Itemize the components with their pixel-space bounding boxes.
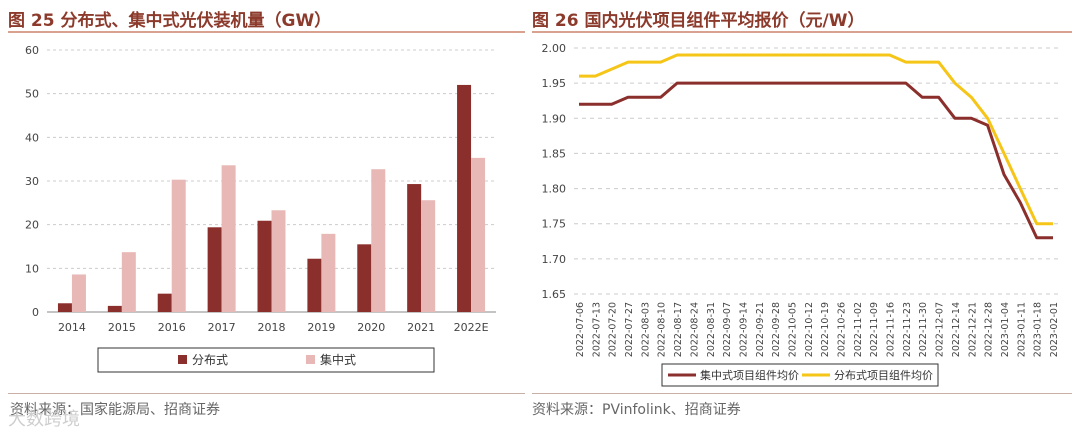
y-tick-label: 60 xyxy=(25,44,39,57)
y-tick-label: 30 xyxy=(25,175,39,188)
bar-centralized xyxy=(221,165,236,312)
x-tick-label: 2020 xyxy=(357,321,385,334)
bar-distributed xyxy=(357,244,372,312)
x-tick-label: 2022-09-21 xyxy=(755,302,766,357)
x-tick-label: 2022-08-31 xyxy=(706,302,717,357)
y-tick-label: 40 xyxy=(25,131,39,144)
x-tick-label: 2022-11-02 xyxy=(853,302,864,357)
watermark: 大数跨境 xyxy=(8,409,80,430)
x-tick-label: 2022-10-26 xyxy=(837,302,848,357)
legend-label-centralized: 集中式 xyxy=(320,352,356,367)
line-distributed-price xyxy=(579,53,1053,226)
x-tick-label: 2014 xyxy=(58,321,86,334)
bar-centralized xyxy=(421,200,436,312)
right-source-rule xyxy=(532,393,1072,394)
y-tick-label: 1.70 xyxy=(542,253,567,266)
legend-swatch-centralized xyxy=(306,355,315,364)
x-tick-label: 2023-02-01 xyxy=(1049,302,1060,357)
bar-distributed xyxy=(407,184,422,312)
right-title-rule xyxy=(532,31,1072,33)
y-tick-label: 1.80 xyxy=(542,183,567,196)
left-chart-title: 图 25 分布式、集中式光伏装机量（GW） xyxy=(8,11,332,31)
x-tick-label: 2022-10-05 xyxy=(787,302,798,357)
bar-distributed xyxy=(57,303,72,312)
x-tick-label: 2022-08-17 xyxy=(673,302,684,357)
x-tick-label: 2022-07-06 xyxy=(575,302,586,357)
x-tick-label: 2023-01-11 xyxy=(1016,302,1027,357)
left-title-rule xyxy=(8,31,525,33)
bar-centralized xyxy=(121,252,136,312)
legend-swatch-distributed xyxy=(178,355,187,364)
installed-capacity-bar-chart: 0 10 20 30 40 50 60 2014 2015 2016 2017 2018 2019 202… xyxy=(25,44,496,373)
bar-centralized xyxy=(171,179,186,312)
bar-centralized xyxy=(371,169,386,312)
x-tick-label: 2022-11-23 xyxy=(902,302,913,357)
bar-centralized xyxy=(71,274,86,312)
x-tick-label: 2022-07-20 xyxy=(608,302,619,357)
x-tick-label: 2022-07-13 xyxy=(591,302,602,357)
x-tick-label: 2018 xyxy=(258,321,286,334)
left-source-rule xyxy=(8,393,525,394)
x-tick-label: 2019 xyxy=(307,321,335,334)
x-tick-label: 2022-11-16 xyxy=(886,302,897,357)
bar-distributed xyxy=(207,227,222,312)
bar-distributed xyxy=(107,305,122,312)
legend-box xyxy=(97,347,435,373)
x-tick-label: 2022-11-09 xyxy=(869,302,880,357)
y-tick-label: 1.95 xyxy=(542,77,567,90)
x-tick-label: 2022-08-24 xyxy=(689,302,700,357)
bar-distributed xyxy=(157,293,172,312)
x-tick-label: 2022-08-10 xyxy=(657,302,668,357)
legend-box xyxy=(661,363,939,387)
bar-centralized xyxy=(471,157,486,312)
x-tick-label: 2022-12-21 xyxy=(967,302,978,357)
y-tick-label: 1.65 xyxy=(542,288,567,301)
x-tick-label: 2015 xyxy=(108,321,136,334)
y-tick-label: 1.90 xyxy=(542,112,567,125)
y-tick-label: 20 xyxy=(25,219,39,232)
x-tick-label: 2022-12-28 xyxy=(984,302,995,357)
right-chart-title: 图 26 国内光伏项目组件平均报价（元/W） xyxy=(532,11,865,31)
x-tick-label: 2022-09-07 xyxy=(722,302,733,357)
module-price-line-chart: 1.65 1.70 1.75 1.80 1.85 1.90 1.95 2.00 2022-07-… xyxy=(542,42,1060,387)
y-tick-label: 1.75 xyxy=(542,218,567,231)
x-tick-label: 2022-10-12 xyxy=(804,302,815,357)
y-tick-label: 2.00 xyxy=(542,42,567,55)
bar-distributed xyxy=(307,258,322,312)
x-tick-label: 2021 xyxy=(407,321,435,334)
x-tick-label: 2022-10-19 xyxy=(820,302,831,357)
left-source-note: 资料来源：国家能源局、招商证券 xyxy=(10,402,220,418)
x-tick-label: 2022-11-30 xyxy=(918,302,929,357)
x-tick-label: 2022-07-27 xyxy=(624,302,635,357)
right-source-note: 资料来源：PVinfolink、招商证券 xyxy=(532,402,741,418)
legend-label-distributed: 分布式项目组件均价 xyxy=(834,368,933,382)
y-tick-label: 10 xyxy=(25,262,39,275)
x-tick-label: 2022-09-28 xyxy=(771,302,782,357)
x-tick-label: 2022-12-07 xyxy=(935,302,946,357)
bar-centralized xyxy=(321,233,336,312)
y-tick-label: 50 xyxy=(25,88,39,101)
x-tick-label: 2022-08-03 xyxy=(640,302,651,357)
x-tick-label: 2022E xyxy=(454,321,489,334)
x-tick-label: 2017 xyxy=(208,321,236,334)
y-tick-label: 1.85 xyxy=(542,147,567,160)
line-centralized-price xyxy=(579,81,1053,240)
x-tick-label: 2023-01-04 xyxy=(1000,302,1011,357)
x-tick-label: 2022-12-14 xyxy=(951,302,962,357)
bar-distributed xyxy=(257,220,272,312)
x-tick-label: 2016 xyxy=(158,321,186,334)
x-tick-label: 2023-01-18 xyxy=(1033,302,1044,357)
legend-label-distributed: 分布式 xyxy=(192,353,228,367)
bar-centralized xyxy=(271,210,286,312)
bar-distributed xyxy=(457,84,472,312)
x-tick-label: 2022-09-14 xyxy=(738,302,749,357)
y-tick-label: 0 xyxy=(32,306,39,319)
legend-label-centralized: 集中式项目组件均价 xyxy=(700,368,799,382)
